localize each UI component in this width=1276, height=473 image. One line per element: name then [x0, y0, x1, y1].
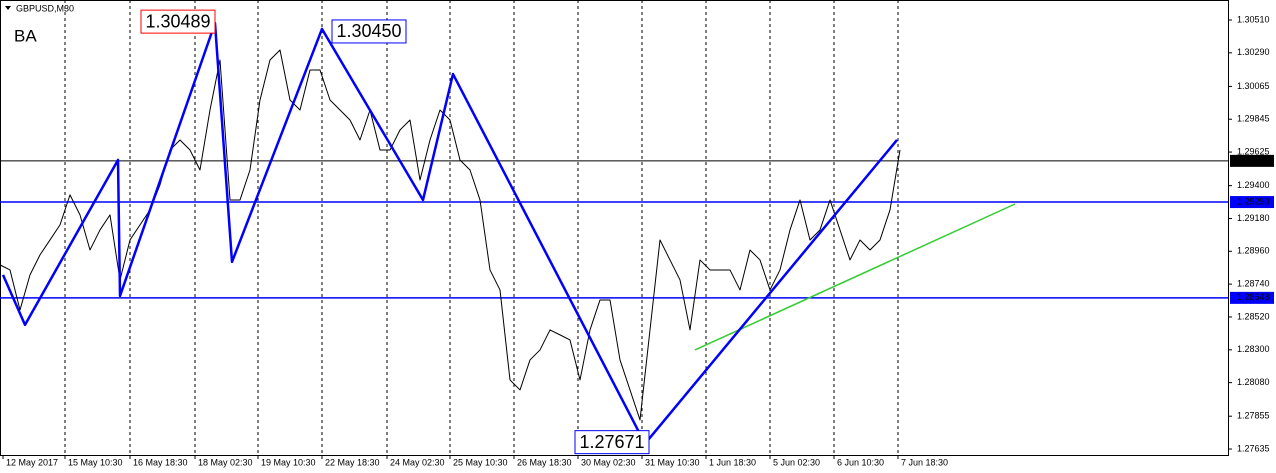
y-tick-label: 1.29625	[1237, 146, 1270, 156]
x-tick-label: 30 May 02:30	[581, 457, 636, 467]
level-label: 1.28648	[1237, 292, 1270, 302]
x-tick-label: 12 May 2017	[6, 457, 58, 467]
level-label-bg	[1230, 291, 1274, 304]
menu-arrow	[5, 6, 11, 10]
chart-title: GBPUSD,M30	[16, 3, 74, 13]
y-tick-label: 1.30290	[1237, 47, 1270, 57]
zigzag-line	[1, 21, 898, 445]
y-tick-label: 1.27635	[1237, 443, 1270, 453]
x-tick-label: 22 May 18:30	[325, 457, 380, 467]
y-tick-label: 1.29845	[1237, 114, 1270, 124]
y-tick-label: 1.30510	[1237, 14, 1270, 24]
y-tick-label: 1.29180	[1237, 213, 1270, 223]
level-label: 1.29290	[1237, 196, 1270, 206]
level-label: 1.29566	[1237, 155, 1270, 165]
x-tick-label: 19 May 10:30	[261, 457, 316, 467]
plot-frame	[0, 0, 1229, 456]
x-tick-label: 24 May 02:30	[390, 457, 445, 467]
x-tick-label: 31 May 10:30	[645, 457, 700, 467]
level-label-bg	[1230, 196, 1274, 209]
x-tick-label: 6 Jun 10:30	[837, 457, 884, 467]
value-label: 1.30489	[145, 11, 210, 31]
annotation: BA	[14, 26, 37, 45]
x-tick-label: 26 May 18:30	[517, 457, 572, 467]
value-label-box	[140, 9, 216, 34]
y-tick-label: 1.27855	[1237, 411, 1270, 421]
x-tick-label: 5 Jun 02:30	[773, 457, 820, 467]
y-tick-label: 1.28960	[1237, 246, 1270, 256]
value-label-box	[574, 430, 650, 455]
trend-line	[694, 203, 1016, 351]
level-label-bg	[1230, 154, 1274, 167]
x-tick-label: 15 May 10:30	[68, 457, 123, 467]
x-tick-label: 18 May 02:30	[198, 457, 253, 467]
y-tick-label: 1.28740	[1237, 279, 1270, 289]
y-tick-label: 1.29400	[1237, 180, 1270, 190]
value-label: 1.27671	[579, 432, 644, 452]
y-tick-label: 1.28520	[1237, 311, 1270, 321]
x-tick-label: 25 May 10:30	[453, 457, 508, 467]
y-tick-label: 1.28300	[1237, 344, 1270, 354]
value-label-box	[331, 19, 407, 44]
value-label: 1.30450	[336, 21, 401, 41]
x-tick-label: 1 Jun 18:30	[709, 457, 756, 467]
y-tick-label: 1.28080	[1237, 377, 1270, 387]
x-tick-label: 16 May 18:30	[133, 457, 188, 467]
y-tick-label: 1.30065	[1237, 81, 1270, 91]
x-tick-label: 7 Jun 18:30	[901, 457, 948, 467]
